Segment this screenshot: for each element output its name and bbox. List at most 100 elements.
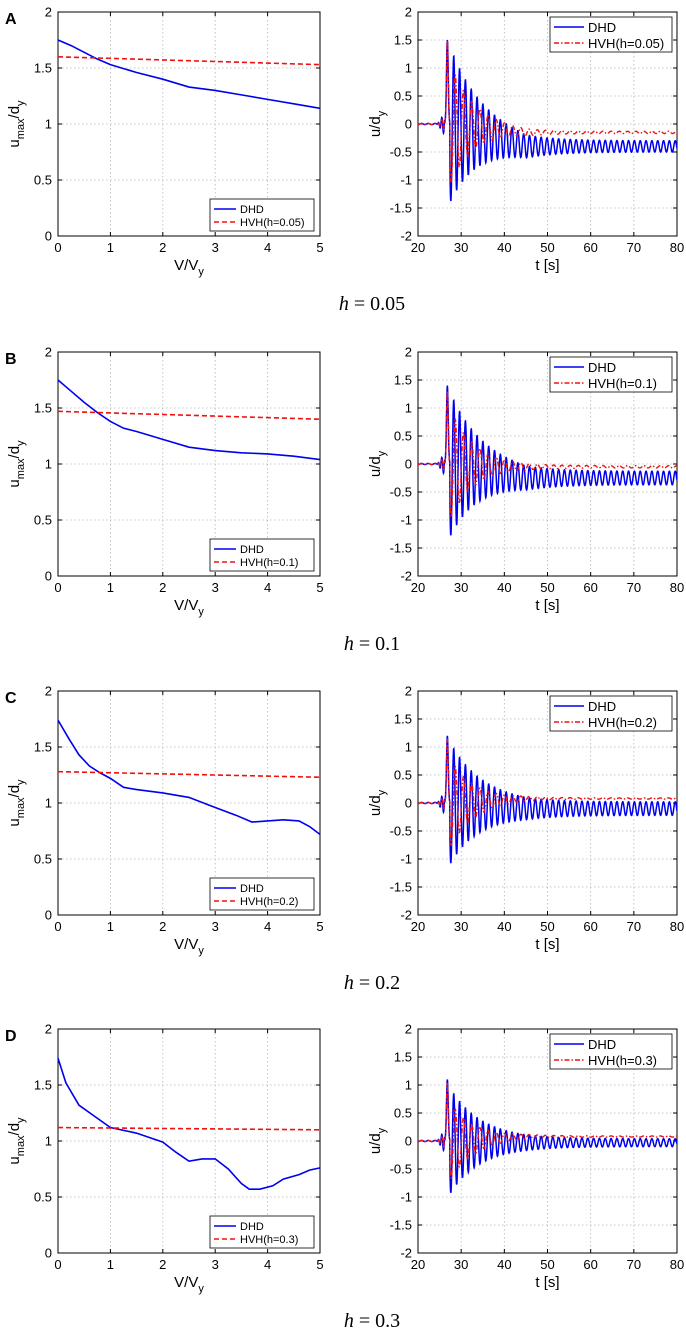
left-xtick-label: 5 [316, 1257, 323, 1272]
caption-var: h [344, 972, 354, 994]
panel-letter: A [5, 11, 17, 28]
left-ytick-label: 1 [45, 1134, 52, 1149]
ylabel-sub: y [376, 450, 388, 456]
panel-caption: h = 0.3 [344, 1310, 400, 1332]
right-xtick-label: 40 [497, 240, 511, 255]
right-ytick-label: -1.5 [390, 1218, 412, 1233]
right-xtick-label: 80 [670, 240, 684, 255]
right-xtick-label: 20 [411, 580, 425, 595]
right-xtick-label: 50 [540, 1257, 554, 1272]
left-ytick-label: 0.5 [34, 1190, 52, 1205]
right-xtick-label: 70 [627, 919, 641, 934]
panel-letter: D [5, 1028, 17, 1045]
legend-hvh-label: HVH(h=0.2) [240, 896, 298, 908]
right-ytick-label: -1.5 [390, 880, 412, 895]
legend-box [209, 877, 315, 911]
left-xtick-label: 0 [54, 580, 61, 595]
ylabel-main: u/d [367, 116, 384, 137]
right-ytick-label: 0 [405, 796, 412, 811]
legend-box [549, 695, 673, 732]
legend-hvh-label: HVH(h=0.1) [240, 557, 298, 569]
ylabel-u: u [6, 139, 23, 147]
left-xlabel: V/Vy [174, 936, 204, 957]
right-xtick-label: 30 [454, 580, 468, 595]
right-ytick-label: 1 [405, 61, 412, 76]
xlabel-sub: y [198, 606, 204, 618]
legend-box [209, 538, 315, 572]
right-chart: 20 30 40 50 60 70 80 -2 -1.5 -1 -0.5 0 0.5 1 1.5 2 DHDHV… [367, 345, 684, 615]
ylabel-sub-max: max [15, 118, 27, 139]
right-xtick-label: 60 [583, 240, 597, 255]
right-ytick-label: -2 [400, 229, 412, 244]
left-xtick-label: 4 [264, 919, 271, 934]
left-xtick-label: 2 [159, 919, 166, 934]
right-xtick-label: 40 [497, 919, 511, 934]
legend-dhd-label: DHD [588, 20, 616, 35]
hvh-time-history [418, 1082, 677, 1179]
left-ytick-label: 2 [45, 1022, 52, 1037]
left-ytick-label: 1 [45, 796, 52, 811]
left-xtick-label: 4 [264, 1257, 271, 1272]
left-xtick-label: 1 [107, 919, 114, 934]
ylabel-main: u/d [367, 795, 384, 816]
left-xtick-label: 2 [159, 580, 166, 595]
right-chart: 20 30 40 50 60 70 80 -2 -1.5 -1 -0.5 0 0.5 1 1.5 2 DHDHV… [367, 5, 684, 275]
xlabel-sub: y [198, 1283, 204, 1295]
left-xtick-label: 5 [316, 240, 323, 255]
ylabel-sub: y [376, 1127, 388, 1133]
right-xtick-label: 70 [627, 240, 641, 255]
hvh-series-line [57, 770, 321, 779]
left-xtick-label: 1 [107, 580, 114, 595]
right-ytick-label: -0.5 [390, 485, 412, 500]
ylabel-sub-max: max [15, 1135, 27, 1156]
right-xtick-label: 20 [411, 1257, 425, 1272]
left-xtick-label: 4 [264, 580, 271, 595]
left-ytick-label: 1 [45, 457, 52, 472]
right-ytick-label: -1 [400, 173, 412, 188]
left-ytick-label: 1.5 [34, 1078, 52, 1093]
ylabel-main: u/d [367, 1133, 384, 1154]
right-xlabel: t [s] [535, 257, 559, 274]
right-xtick-label: 30 [454, 1257, 468, 1272]
legend-box [549, 356, 673, 393]
panel-letter: B [5, 351, 17, 368]
ylabel-u: u [6, 479, 23, 487]
hvh-time-history [418, 39, 677, 184]
right-ytick-label: -2 [400, 569, 412, 584]
left-xtick-label: 3 [212, 1257, 219, 1272]
panel-caption: h = 0.05 [339, 293, 405, 315]
ylabel-sub-max: max [15, 458, 27, 479]
left-ylabel: umax/dy [6, 440, 27, 488]
right-xtick-label: 50 [540, 240, 554, 255]
right-xlabel: t [s] [535, 1274, 559, 1291]
legend-hvh-label: HVH(h=0.2) [588, 715, 657, 730]
right-ytick-label: 2 [405, 5, 412, 20]
ylabel-sub-y: y [15, 779, 27, 785]
left-xtick-label: 5 [316, 919, 323, 934]
caption-eq: = [349, 293, 370, 315]
dhd-series-line [57, 1057, 321, 1190]
ylabel-tail: /d [6, 106, 23, 119]
ylabel-tail: /d [6, 446, 23, 459]
xlabel-sub: y [198, 945, 204, 957]
right-xtick-label: 70 [627, 580, 641, 595]
right-ytick-label: -0.5 [390, 145, 412, 160]
right-xtick-label: 70 [627, 1257, 641, 1272]
caption-var: h [339, 293, 349, 315]
right-ytick-label: -1 [400, 1190, 412, 1205]
left-ylabel: umax/dy [6, 1117, 27, 1165]
legend-dhd-label: DHD [588, 360, 616, 375]
panel-a: A0 1 2 3 4 500.511.52DHDHVH(h=0.05)umax/dyV/V… [5, 5, 684, 316]
panel-b: B0 1 2 3 4 500.511.52DHDHVH(h=0.1)umax/dyV/Vy… [5, 345, 684, 656]
ylabel-sub: y [376, 789, 388, 795]
right-xtick-label: 30 [454, 919, 468, 934]
right-xtick-label: 60 [583, 580, 597, 595]
panel-c: C0 1 2 3 4 500.511.52DHDHVH(h=0.2)umax/dyV/Vy… [5, 684, 684, 995]
xlabel-main: V/V [174, 1274, 198, 1291]
